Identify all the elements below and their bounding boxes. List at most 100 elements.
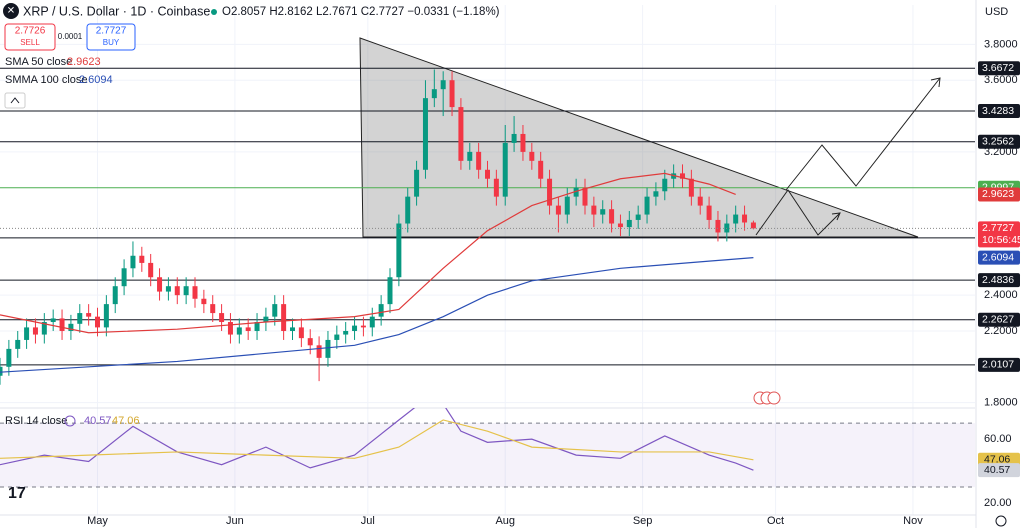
x-tick-label: Jul bbox=[361, 515, 375, 527]
candle-body bbox=[467, 151, 473, 161]
candle-body bbox=[733, 214, 739, 224]
indicator-line bbox=[0, 257, 754, 373]
candle-body bbox=[653, 191, 659, 197]
x-tick-label: May bbox=[87, 515, 108, 527]
candle-body bbox=[201, 298, 207, 305]
candle-body bbox=[635, 214, 641, 220]
symbol-icon bbox=[3, 3, 19, 19]
level-label-box bbox=[978, 103, 1020, 118]
collapse-icon bbox=[10, 97, 20, 104]
sell-label: SELL bbox=[20, 38, 40, 47]
level-label-box bbox=[978, 61, 1020, 76]
candle-body bbox=[538, 160, 544, 179]
candle-body bbox=[582, 187, 588, 206]
candle-body bbox=[715, 219, 721, 233]
candle-body bbox=[626, 219, 632, 228]
x-tick-label: Oct bbox=[767, 515, 784, 527]
buy-button[interactable] bbox=[86, 23, 136, 51]
x-tick-label: Aug bbox=[495, 515, 515, 527]
candle-body bbox=[183, 286, 189, 296]
candle-body bbox=[272, 304, 278, 317]
rsi-tick-label: 60.00 bbox=[984, 433, 1012, 445]
candle-body bbox=[165, 286, 171, 292]
candle-body bbox=[405, 196, 411, 224]
smma-price-label-box bbox=[978, 250, 1020, 265]
candle-body bbox=[387, 277, 393, 305]
settings-icon[interactable] bbox=[995, 515, 1007, 527]
rsi-legend-value: 40.57 bbox=[84, 415, 112, 427]
level-label: 3.2562 bbox=[982, 136, 1014, 148]
x-tick-label: Nov bbox=[903, 515, 923, 527]
ohlc: O2.8057 H2.8162 L2.7671 C2.7727 −0.0331 … bbox=[222, 6, 500, 18]
last-price-label-box bbox=[978, 221, 1020, 248]
rsi-label: 40.57 bbox=[984, 464, 1010, 476]
candle-body bbox=[742, 214, 748, 223]
candle-body bbox=[245, 327, 251, 331]
candle-body bbox=[502, 142, 508, 197]
level-label-box bbox=[978, 357, 1020, 372]
candle-body bbox=[485, 169, 490, 179]
candle-body bbox=[157, 277, 163, 292]
candle-body bbox=[591, 205, 597, 215]
candle-body bbox=[422, 98, 428, 170]
candle-body bbox=[396, 223, 402, 278]
candle-body bbox=[343, 330, 349, 335]
candle-body bbox=[148, 262, 154, 278]
candle-body bbox=[414, 169, 420, 197]
rsi-tick-label: 20.00 bbox=[984, 497, 1012, 509]
collapse-button[interactable] bbox=[4, 92, 26, 109]
candle-body bbox=[0, 366, 3, 376]
candle-body bbox=[236, 327, 242, 335]
candle-body bbox=[290, 327, 295, 331]
candle-body bbox=[458, 107, 464, 161]
candle-body bbox=[600, 209, 606, 215]
smma-legend-value: 2.6094 bbox=[79, 74, 113, 86]
candle-body bbox=[609, 209, 615, 224]
level-label: 3.6672 bbox=[982, 62, 1014, 74]
candle-body bbox=[6, 348, 12, 367]
candle-body bbox=[307, 338, 313, 346]
rsi-ma-label: 47.06 bbox=[984, 454, 1010, 466]
candle-body bbox=[750, 222, 756, 229]
event-icon[interactable] bbox=[767, 391, 781, 405]
candle-body bbox=[15, 339, 21, 349]
candle-body bbox=[564, 196, 570, 215]
x-tick-label: Sep bbox=[633, 515, 653, 527]
rsi-line bbox=[0, 419, 754, 461]
candle-body bbox=[227, 322, 233, 335]
candle-body bbox=[369, 316, 375, 328]
level-label: 2.2627 bbox=[982, 314, 1014, 326]
candle-body bbox=[378, 304, 384, 317]
candle-body bbox=[86, 313, 92, 317]
rsi-settings-icon[interactable] bbox=[64, 415, 76, 427]
y-tick-label: 3.6000 bbox=[984, 74, 1018, 86]
level-label-box bbox=[978, 273, 1020, 288]
candle-body bbox=[547, 178, 553, 206]
candle-body bbox=[352, 325, 358, 331]
sell-button[interactable] bbox=[4, 23, 56, 51]
candle-body bbox=[263, 316, 269, 323]
candle-body bbox=[688, 178, 694, 197]
levels bbox=[0, 67, 975, 366]
y-tick-label: 2.4000 bbox=[984, 289, 1018, 301]
candle-body bbox=[95, 316, 100, 328]
plot bbox=[0, 69, 975, 385]
y-tick-label: 2.2000 bbox=[984, 325, 1018, 337]
candle-body bbox=[360, 325, 366, 328]
candle-body bbox=[59, 318, 65, 331]
candle-body bbox=[68, 323, 74, 331]
candle-body bbox=[192, 286, 198, 299]
indicator-line bbox=[0, 172, 736, 334]
y-tick-label: 1.8000 bbox=[984, 397, 1018, 409]
market-status bbox=[211, 9, 217, 15]
candle-body bbox=[298, 327, 304, 339]
candle-body bbox=[493, 178, 499, 197]
smma-legend: SMMA 100 close bbox=[5, 74, 88, 86]
symbol-title: XRP / U.S. Dollar · 1D · Coinbase bbox=[23, 4, 210, 18]
candle-body bbox=[325, 339, 331, 358]
candle-body bbox=[130, 255, 136, 269]
candle-body bbox=[511, 133, 517, 143]
smma-price-label: 2.6094 bbox=[982, 251, 1014, 263]
